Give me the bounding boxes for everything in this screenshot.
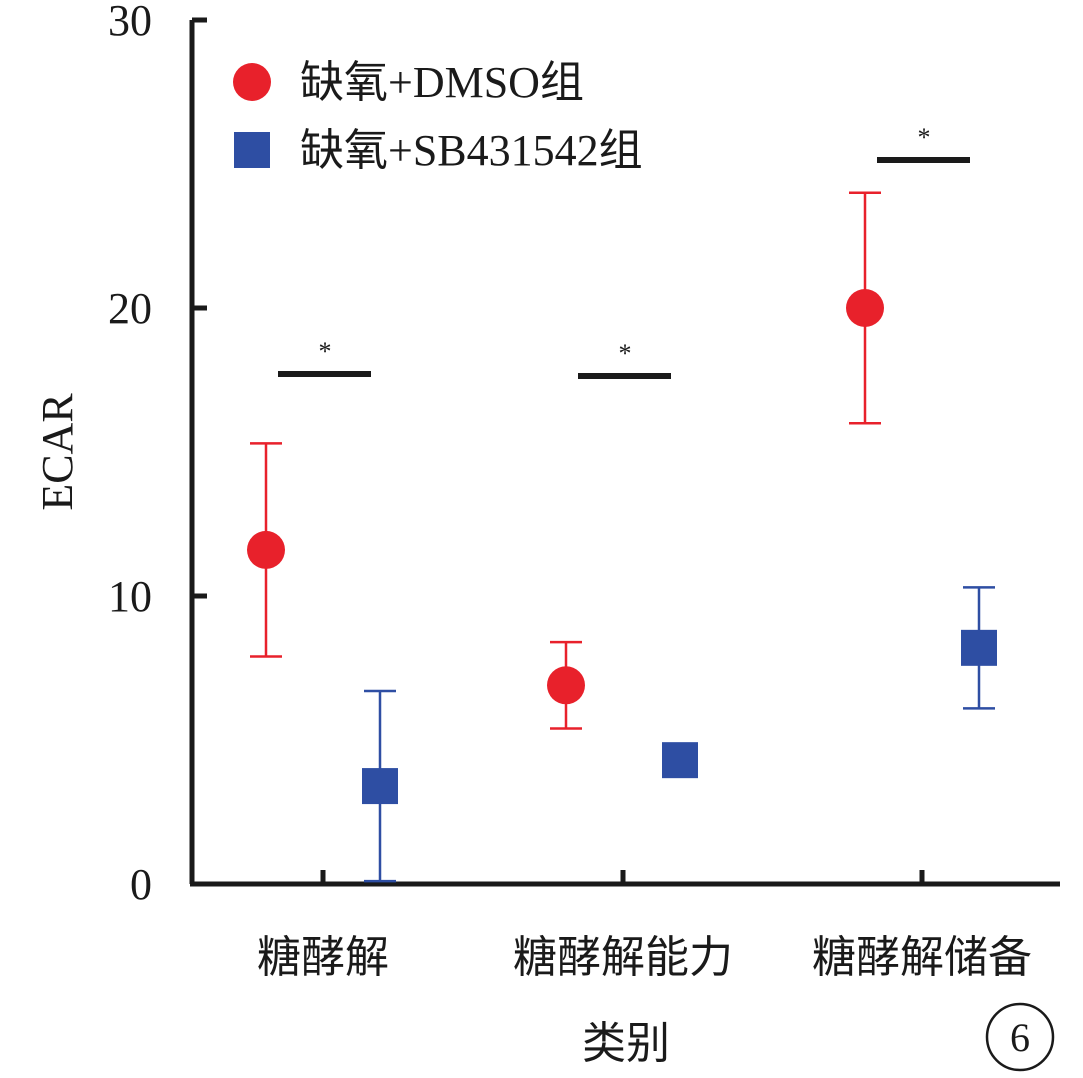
data-point-square bbox=[961, 629, 997, 666]
data-point-square bbox=[662, 742, 698, 779]
y-axis-title: ECAR bbox=[33, 393, 82, 511]
significance-star: * bbox=[619, 339, 632, 368]
legend-marker-square bbox=[234, 132, 270, 168]
y-tick-label: 10 bbox=[108, 572, 152, 621]
panel-number: 6 bbox=[1010, 1015, 1030, 1060]
legend-label: 缺氧+SB431542组 bbox=[300, 126, 643, 175]
legend-label: 缺氧+DMSO组 bbox=[300, 58, 584, 107]
axes: 0 10 20 30 糖酵解 糖酵解能力 糖酵解储备 bbox=[108, 0, 1060, 983]
data-point-square bbox=[362, 768, 398, 805]
panel-number-badge: 6 bbox=[985, 1002, 1055, 1072]
x-tick-label: 糖酵解 bbox=[257, 932, 389, 983]
data-point-circle bbox=[846, 289, 884, 327]
y-tick-label: 0 bbox=[130, 860, 152, 909]
x-tick-label: 糖酵解储备 bbox=[812, 932, 1032, 983]
data-point-circle bbox=[247, 530, 285, 569]
significance-star: * bbox=[319, 337, 332, 366]
y-tick-label: 20 bbox=[108, 284, 152, 333]
marks: * * * bbox=[247, 123, 997, 883]
x-axis-title: 类别 bbox=[582, 1018, 670, 1069]
x-tick-label: 糖酵解能力 bbox=[513, 932, 733, 983]
data-point-circle bbox=[547, 666, 585, 705]
legend-marker-circle bbox=[233, 63, 271, 101]
significance-star: * bbox=[918, 123, 931, 152]
y-tick-label: 30 bbox=[108, 0, 152, 45]
